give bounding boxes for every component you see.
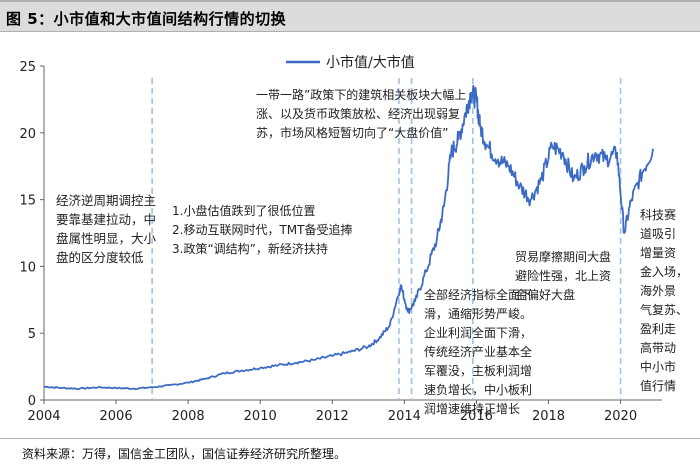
chart: 0 5 10 15 20 25 2004 2006 2008 2010 2012 2014 2016 20… <box>19 54 688 424</box>
annotation-line: 速负增长，中小板利 <box>424 382 532 397</box>
event-lines <box>151 78 622 400</box>
annotation-line: 2.移动互联网时代，TMT备受追捧 <box>172 222 352 237</box>
series-line-small-vs-large-cap <box>43 84 654 391</box>
annotation-line: 科技赛 <box>640 207 676 222</box>
annotation-line: 全部经济指标全面下 <box>424 287 532 302</box>
bottom-rule <box>0 438 700 439</box>
annotation-line: 值行情 <box>640 378 676 393</box>
annotation-line: 传统经济产业基本全 <box>424 344 532 359</box>
annotation-line: 要靠基建拉动，中 <box>56 212 156 227</box>
y-tick-label: 0 <box>28 394 36 409</box>
annotation-line: 贸易摩擦期间大盘 <box>515 249 611 264</box>
annotation-line: 中小市 <box>640 359 676 374</box>
source-note: 资料来源：万得，国信金工团队，国信证券经济研究所整理。 <box>22 447 347 461</box>
x-tick-label: 2008 <box>172 409 205 424</box>
x-tick-label: 2018 <box>532 409 565 424</box>
y-tick-label: 20 <box>19 127 36 142</box>
annotation-line: 金入场， <box>640 264 688 279</box>
title-bar: 图 5：小市值和大市值间结构行情的切换 <box>0 0 700 32</box>
annotation-line: 海外景 <box>640 283 676 298</box>
annotation-line: 一带一路”政策下的建筑相关板块大幅上 <box>256 87 466 102</box>
annotation-line: 盘属性明显，大小 <box>56 231 157 246</box>
x-tick-label: 2006 <box>100 409 133 424</box>
y-tick-label: 10 <box>19 260 36 275</box>
annotation-line: 3.政策“调结构”，新经济扶持 <box>172 241 328 256</box>
legend: 小市值/大市值 <box>286 54 415 71</box>
series-layer <box>43 84 654 391</box>
y-tick-label: 15 <box>19 194 36 209</box>
annotation-line: 苏，市场风格短暂切向了“大盘价值” <box>256 125 448 140</box>
x-tick-label: 2014 <box>388 409 421 424</box>
annotation-line: 道吸引 <box>640 227 676 241</box>
figure-title: 图 5：小市值和大市值间结构行情的切换 <box>6 10 287 28</box>
annotation-line: 涨、以及货币政策放松、经济出现弱复 <box>256 106 460 121</box>
x-tick-label: 2020 <box>604 409 637 424</box>
x-tick-label: 2004 <box>27 409 60 424</box>
annotation-line: 气复苏、 <box>640 302 688 317</box>
x-tick-label: 2012 <box>316 409 349 424</box>
x-tick-label: 2010 <box>244 409 277 424</box>
annotation-line: 军覆没，主板利润增 <box>424 363 532 378</box>
annotation-line: 增量资 <box>640 246 676 260</box>
y-tick-label: 5 <box>28 327 36 342</box>
legend-label: 小市值/大市值 <box>326 54 415 71</box>
annotation-line: 滑，通缩形势严峻。 <box>424 306 532 321</box>
x-tick-label: 2016 <box>460 409 493 424</box>
annotation-line: 经济逆周期调控主 <box>56 193 156 208</box>
y-tick-label: 25 <box>19 60 36 75</box>
axes: 0 5 10 15 20 25 2004 2006 2008 2010 2012 2014 2016 20… <box>19 60 662 424</box>
annotation-line: 高带动 <box>640 340 676 355</box>
annotation-line: 金偏好大盘 <box>515 287 575 302</box>
annotation-line: 盘的区分度较低 <box>56 250 144 265</box>
annotation-line: 润增速维持正增长 <box>424 401 520 416</box>
annotation-line: 1.小盘估值跌到了很低位置 <box>172 203 315 218</box>
annotation-line: 盈利走 <box>640 322 676 336</box>
annotation-line: 避险性强，北上资 <box>515 268 611 283</box>
annotation-line: 企业利润全面下滑， <box>424 325 532 340</box>
